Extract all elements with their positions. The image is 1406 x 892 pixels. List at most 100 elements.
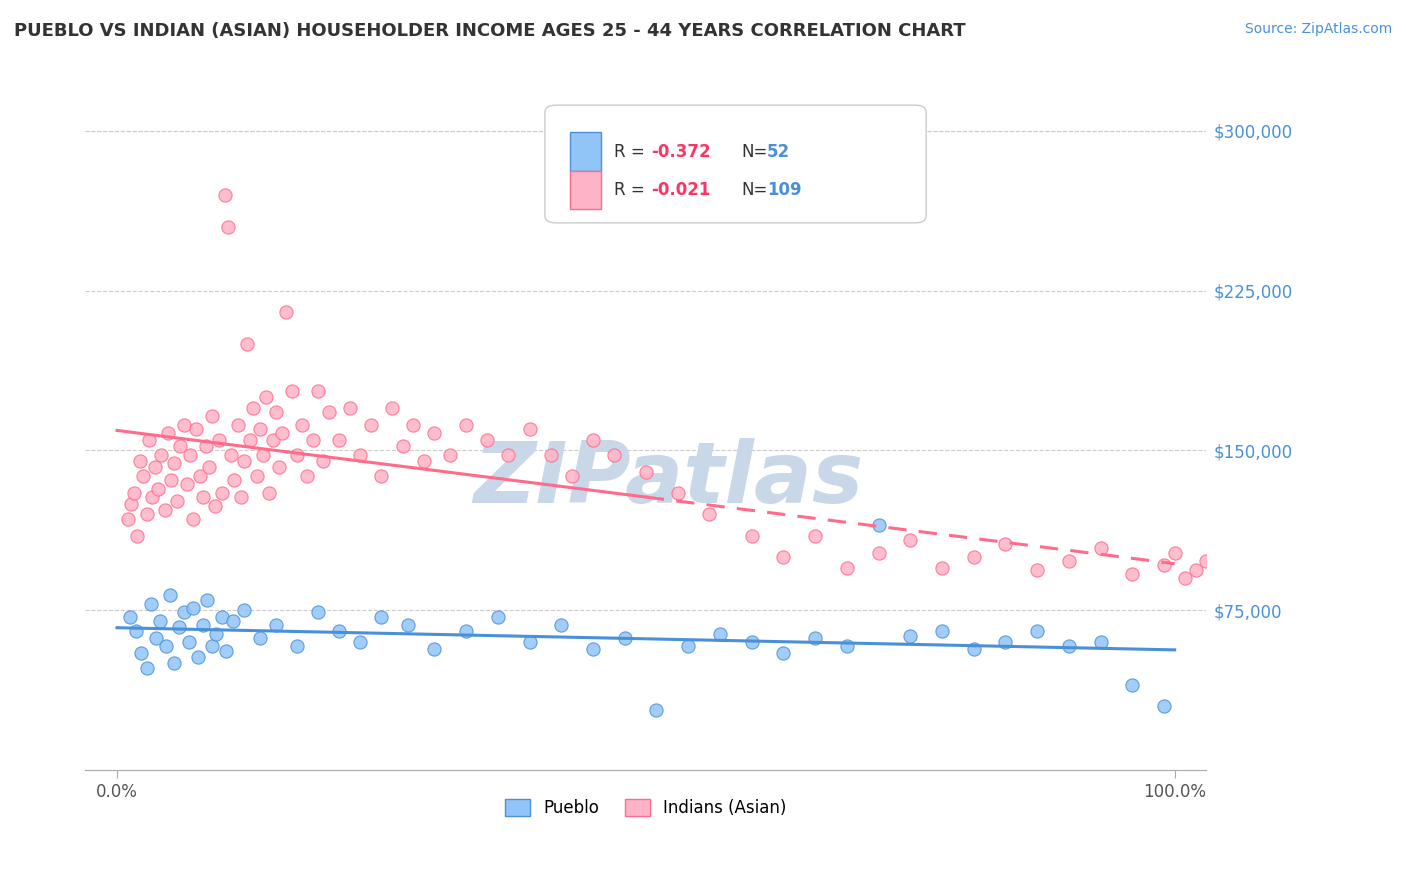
Point (1227, 580, 1250, 594)
Text: -0.372: -0.372 (651, 143, 711, 161)
Point (195, 592, 218, 607)
Point (127, 528, 149, 542)
Point (176, 477, 198, 491)
Point (285, 448, 308, 462)
Point (148, 482, 170, 496)
Point (169, 439, 191, 453)
Point (868, 546, 890, 560)
Point (709, 626, 731, 640)
Point (1090, 635, 1112, 649)
Point (179, 448, 201, 462)
Point (201, 409, 224, 424)
Text: 52: 52 (766, 143, 790, 161)
Point (1057, 554, 1080, 568)
Point (498, 448, 520, 462)
Point (349, 448, 371, 462)
Point (603, 448, 626, 462)
Point (215, 643, 238, 657)
Point (835, 560, 858, 574)
Point (198, 460, 221, 475)
Point (301, 433, 323, 447)
Point (276, 305, 298, 319)
Point (519, 635, 541, 649)
Point (173, 417, 195, 432)
Point (741, 528, 763, 542)
Point (1153, 699, 1175, 714)
Text: ZIPatlas: ZIPatlas (474, 438, 863, 521)
Point (129, 454, 152, 468)
Point (297, 469, 319, 483)
Point (141, 490, 163, 504)
Point (582, 433, 605, 447)
Point (271, 426, 294, 441)
Point (486, 609, 509, 624)
Point (963, 641, 986, 656)
Point (931, 624, 953, 639)
Point (173, 605, 195, 619)
Point (1153, 558, 1175, 573)
Point (155, 640, 177, 654)
Legend: Pueblo, Indians (Asian): Pueblo, Indians (Asian) (499, 792, 793, 824)
Point (246, 469, 269, 483)
Point (177, 635, 200, 649)
Point (1206, 575, 1229, 590)
Point (391, 439, 413, 453)
Point (186, 422, 208, 436)
Point (259, 486, 281, 500)
Point (697, 508, 720, 522)
Point (1258, 588, 1281, 602)
Point (540, 448, 562, 462)
Point (156, 426, 179, 441)
Point (835, 640, 858, 654)
Point (219, 448, 242, 462)
Point (262, 433, 284, 447)
Point (804, 528, 827, 542)
Point (898, 533, 921, 547)
Point (454, 624, 477, 639)
Text: R =: R = (614, 143, 651, 161)
Point (163, 456, 186, 470)
Point (217, 219, 239, 234)
Point (339, 401, 361, 415)
Point (166, 494, 188, 508)
Point (898, 629, 921, 643)
Point (160, 473, 183, 487)
Point (191, 618, 214, 632)
Point (122, 486, 145, 500)
Point (477, 433, 499, 447)
Point (519, 422, 541, 436)
Text: N=: N= (741, 143, 768, 161)
Point (1163, 546, 1185, 560)
Point (222, 614, 245, 628)
Point (118, 609, 141, 624)
Point (307, 384, 329, 398)
Point (582, 641, 605, 656)
Point (1174, 571, 1197, 585)
Point (994, 635, 1017, 649)
Point (1249, 584, 1271, 599)
Text: 109: 109 (766, 181, 801, 199)
Point (226, 417, 249, 432)
Point (254, 390, 277, 404)
Point (307, 605, 329, 619)
Point (963, 549, 986, 564)
Point (1090, 541, 1112, 556)
Point (139, 597, 162, 611)
Point (396, 618, 419, 632)
Point (561, 469, 583, 483)
Point (360, 417, 382, 432)
Point (150, 448, 173, 462)
Point (328, 624, 350, 639)
Point (125, 624, 148, 639)
Point (454, 417, 477, 432)
Point (131, 646, 153, 660)
Text: PUEBLO VS INDIAN (ASIAN) HOUSEHOLDER INCOME AGES 25 - 44 YEARS CORRELATION CHART: PUEBLO VS INDIAN (ASIAN) HOUSEHOLDER INC… (14, 22, 966, 40)
Point (135, 508, 157, 522)
Point (229, 490, 252, 504)
Point (1216, 566, 1239, 581)
Point (264, 405, 287, 419)
Point (135, 661, 157, 675)
Point (1057, 640, 1080, 654)
Text: -0.021: -0.021 (651, 181, 711, 199)
Point (233, 454, 256, 468)
